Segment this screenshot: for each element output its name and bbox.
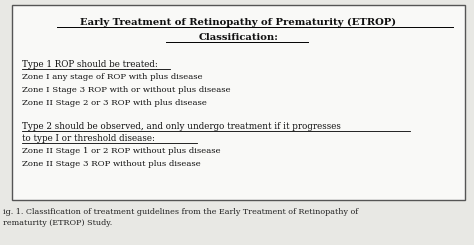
Text: Zone II Stage 1 or 2 ROP without plus disease: Zone II Stage 1 or 2 ROP without plus di… bbox=[22, 147, 220, 155]
Text: Zone I any stage of ROP with plus disease: Zone I any stage of ROP with plus diseas… bbox=[22, 73, 202, 81]
Text: Zone II Stage 2 or 3 ROP with plus disease: Zone II Stage 2 or 3 ROP with plus disea… bbox=[22, 99, 207, 107]
Text: rematurity (ETROP) Study.: rematurity (ETROP) Study. bbox=[3, 219, 112, 227]
Text: Type 2 should be observed, and only undergo treatment if it progresses: Type 2 should be observed, and only unde… bbox=[22, 122, 341, 131]
FancyBboxPatch shape bbox=[12, 5, 465, 200]
Text: ig. 1. Classification of treatment guidelines from the Early Treatment of Retino: ig. 1. Classification of treatment guide… bbox=[3, 208, 358, 216]
Text: Classification:: Classification: bbox=[199, 33, 278, 42]
Text: Early Treatment of Retinopathy of Prematurity (ETROP): Early Treatment of Retinopathy of Premat… bbox=[81, 18, 397, 27]
Text: Type 1 ROP should be treated:: Type 1 ROP should be treated: bbox=[22, 60, 158, 69]
Text: Zone II Stage 3 ROP without plus disease: Zone II Stage 3 ROP without plus disease bbox=[22, 160, 201, 168]
Text: to type I or threshold disease:: to type I or threshold disease: bbox=[22, 134, 155, 143]
Text: Zone I Stage 3 ROP with or without plus disease: Zone I Stage 3 ROP with or without plus … bbox=[22, 86, 231, 94]
